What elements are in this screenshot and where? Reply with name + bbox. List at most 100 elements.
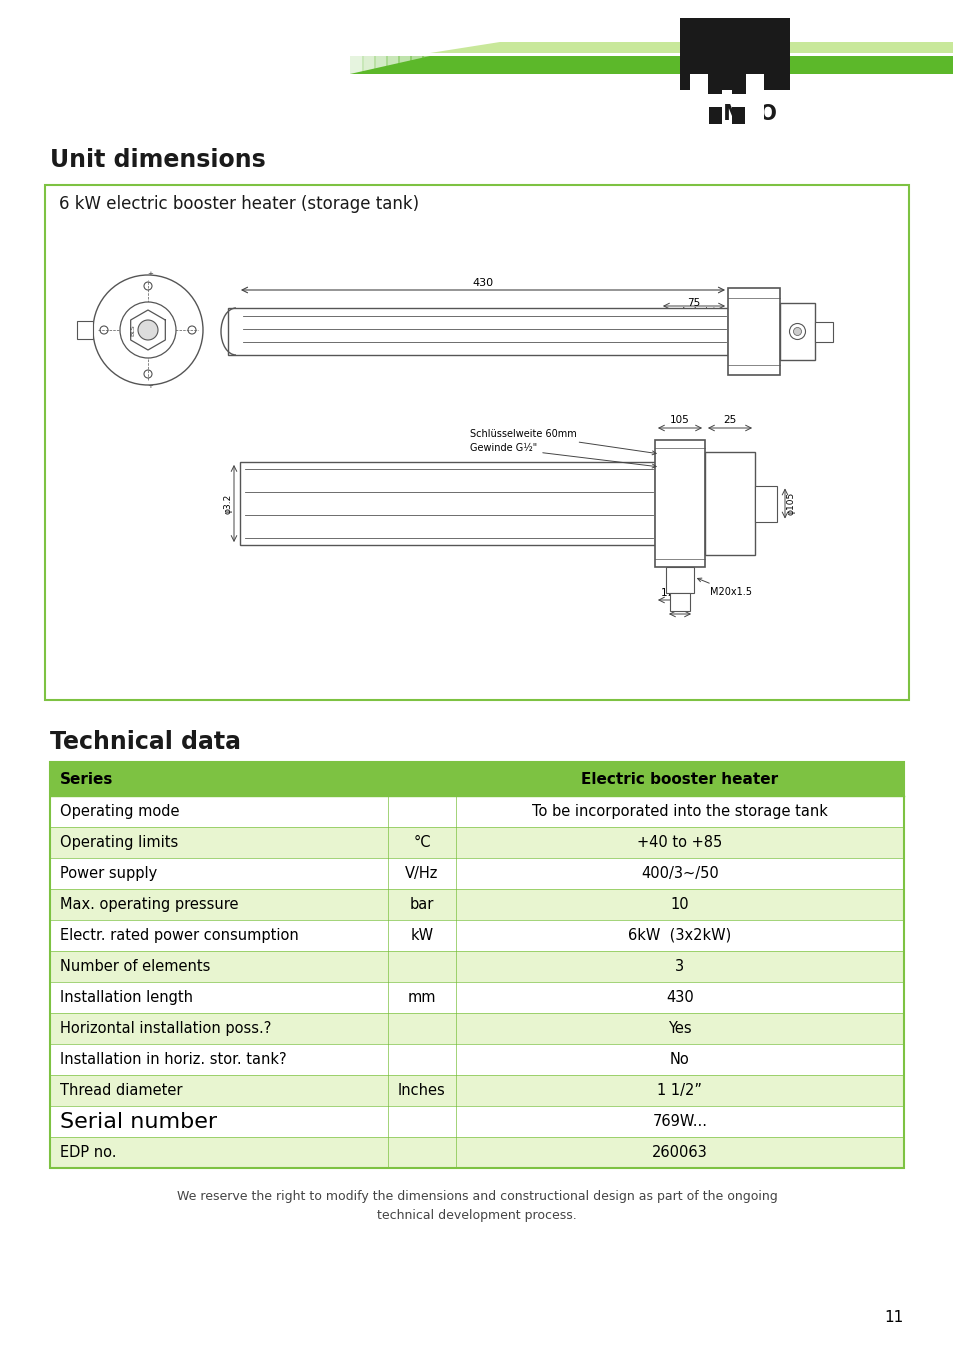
Polygon shape <box>374 55 388 74</box>
Bar <box>704 452 754 555</box>
Bar <box>77 321 92 339</box>
Text: +: + <box>147 271 152 277</box>
Text: We reserve the right to modify the dimensions and constructional design as part : We reserve the right to modify the dimen… <box>176 1189 777 1222</box>
Text: φ105: φ105 <box>785 491 795 516</box>
Text: ®: ® <box>778 23 785 32</box>
Text: 17: 17 <box>660 589 674 598</box>
Text: V/Hz: V/Hz <box>405 865 438 882</box>
Polygon shape <box>430 42 953 53</box>
Bar <box>731 74 745 94</box>
Text: 769W...: 769W... <box>652 1114 707 1129</box>
Bar <box>45 185 908 701</box>
Text: Inches: Inches <box>397 1083 445 1098</box>
Circle shape <box>92 275 203 385</box>
Bar <box>50 950 903 981</box>
Polygon shape <box>410 55 423 74</box>
Text: 3: 3 <box>675 958 684 973</box>
Bar <box>50 919 903 950</box>
Text: Operating mode: Operating mode <box>60 805 179 819</box>
Text: Schlüsselweite 60mm: Schlüsselweite 60mm <box>470 429 656 455</box>
Bar <box>655 440 704 567</box>
Polygon shape <box>350 55 364 74</box>
Circle shape <box>793 328 801 336</box>
Circle shape <box>789 324 804 339</box>
Bar <box>50 1075 903 1106</box>
Text: Yes: Yes <box>667 1021 691 1035</box>
Text: EDP no.: EDP no. <box>60 1145 116 1160</box>
Text: Series: Series <box>60 771 113 787</box>
Bar <box>50 761 903 796</box>
Text: Installation length: Installation length <box>60 990 193 1004</box>
Bar <box>50 859 903 890</box>
Bar <box>50 828 903 859</box>
Bar <box>679 18 789 90</box>
Polygon shape <box>446 55 459 74</box>
Text: 10: 10 <box>673 602 686 612</box>
Bar <box>689 74 721 124</box>
Bar <box>731 74 763 124</box>
Bar <box>780 302 814 360</box>
Text: bar: bar <box>410 896 434 913</box>
Text: Electr. rated power consumption: Electr. rated power consumption <box>60 927 298 944</box>
Text: Serial number: Serial number <box>60 1111 217 1131</box>
Circle shape <box>144 370 152 378</box>
Text: Number of elements: Number of elements <box>60 958 211 973</box>
Polygon shape <box>421 55 436 74</box>
Circle shape <box>120 302 175 358</box>
Text: To be incorporated into the storage tank: To be incorporated into the storage tank <box>532 805 827 819</box>
Text: 105: 105 <box>669 414 689 425</box>
Text: 6kW  (3x2kW): 6kW (3x2kW) <box>628 927 731 944</box>
Text: 11: 11 <box>883 1311 903 1326</box>
Polygon shape <box>386 55 399 74</box>
Text: 1 1/2”: 1 1/2” <box>657 1083 701 1098</box>
Bar <box>50 1044 903 1075</box>
Bar <box>50 1012 903 1044</box>
Bar <box>669 593 689 612</box>
Text: Max. operating pressure: Max. operating pressure <box>60 896 238 913</box>
Polygon shape <box>457 55 472 74</box>
Text: Unit dimensions: Unit dimensions <box>50 148 266 171</box>
Text: unbeheizt: unbeheizt <box>671 306 716 316</box>
Polygon shape <box>517 55 532 74</box>
Bar <box>708 107 721 124</box>
Text: Technical data: Technical data <box>50 730 241 755</box>
Polygon shape <box>505 55 519 74</box>
Text: kW: kW <box>410 927 433 944</box>
Text: 75: 75 <box>687 298 700 308</box>
Bar <box>240 462 655 545</box>
Bar <box>50 981 903 1012</box>
Polygon shape <box>434 55 448 74</box>
Text: Operating limits: Operating limits <box>60 836 178 850</box>
Bar <box>50 796 903 828</box>
Bar <box>50 1106 903 1137</box>
Bar <box>727 288 780 375</box>
Text: Power supply: Power supply <box>60 865 157 882</box>
Text: 430: 430 <box>665 990 693 1004</box>
Bar <box>707 74 721 94</box>
Bar <box>228 308 727 355</box>
Text: 6 kW electric booster heater (storage tank): 6 kW electric booster heater (storage ta… <box>59 194 418 213</box>
Text: +40 to +85: +40 to +85 <box>637 836 721 850</box>
Circle shape <box>188 325 195 333</box>
Text: +: + <box>147 383 152 389</box>
Text: °C: °C <box>413 836 431 850</box>
Bar <box>50 1137 903 1168</box>
Polygon shape <box>481 55 496 74</box>
Text: Installation in horiz. stor. tank?: Installation in horiz. stor. tank? <box>60 1052 286 1066</box>
Text: M20x1.5: M20x1.5 <box>697 578 751 597</box>
Text: 25: 25 <box>722 414 736 425</box>
Bar <box>731 107 744 124</box>
Text: φ3.2: φ3.2 <box>223 493 233 513</box>
Circle shape <box>100 325 108 333</box>
Text: No: No <box>669 1052 689 1066</box>
Bar <box>754 486 776 521</box>
Text: 430: 430 <box>472 278 493 288</box>
Polygon shape <box>470 55 483 74</box>
Text: Thread diameter: Thread diameter <box>60 1083 182 1098</box>
Polygon shape <box>494 55 507 74</box>
Bar <box>814 321 832 342</box>
Text: 260063: 260063 <box>652 1145 707 1160</box>
Bar <box>550 55 953 74</box>
Polygon shape <box>350 55 953 74</box>
Bar <box>665 567 693 593</box>
